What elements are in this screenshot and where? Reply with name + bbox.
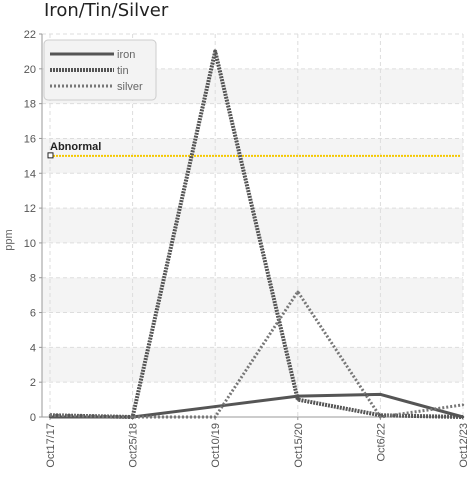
- data-point-silver: [379, 415, 382, 419]
- grid-band: [42, 208, 463, 243]
- x-tick-label: Oct15/20: [293, 423, 305, 468]
- data-point-tin: [214, 50, 217, 53]
- x-tick-labels: Oct17/17 Oct25/18 Oct10/19 Oct15/20 Oct6/22 O…: [45, 417, 470, 468]
- annotations: Abnormal: [47, 141, 460, 159]
- y-tick-label: 12: [24, 203, 36, 215]
- legend: iron tin silver: [43, 39, 157, 101]
- data-point-silver: [48, 414, 52, 417]
- data-point-silver: [214, 415, 217, 419]
- legend-label-tin: tin: [117, 65, 129, 77]
- x-tick-label: Oct17/17: [45, 423, 57, 468]
- x-tick-label: Oct10/19: [210, 423, 222, 468]
- data-point-iron: [379, 393, 382, 396]
- y-tick-label: 0: [30, 412, 36, 424]
- series-group: [48, 49, 465, 419]
- data-point-silver: [131, 415, 134, 419]
- y-tick-labels: 0 2 4 6 8 10 12 14 16 18 20 22: [24, 29, 42, 424]
- y-tick-label: 22: [24, 29, 36, 41]
- data-point-iron: [214, 405, 217, 408]
- series-line-silver: [49, 290, 464, 419]
- data-point-tin: [461, 415, 465, 419]
- legend-label-iron: iron: [117, 49, 135, 61]
- chart-title: Iron/Tin/Silver: [44, 0, 169, 21]
- y-tick-label: 10: [24, 238, 36, 250]
- abnormal-label: Abnormal: [50, 141, 101, 153]
- x-tick-label: Oct25/18: [128, 423, 140, 468]
- y-tick-label: 8: [30, 273, 36, 285]
- y-tick-label: 16: [24, 133, 36, 145]
- y-tick-label: 2: [30, 377, 36, 389]
- grid-band: [42, 277, 463, 313]
- x-tick-label: Oct12/23: [458, 423, 470, 468]
- y-tick-label: 6: [30, 308, 36, 320]
- data-point-tin: [296, 398, 299, 401]
- y-tick-label: 18: [24, 99, 36, 111]
- y-tick-label: 20: [24, 64, 36, 76]
- grid-band: [42, 347, 463, 383]
- abnormal-marker: [47, 152, 54, 159]
- data-point-silver: [296, 290, 299, 293]
- x-tick-label: Oct6/22: [375, 423, 387, 462]
- data-point-silver: [461, 403, 465, 407]
- legend-label-silver: silver: [117, 81, 143, 93]
- y-tick-label: 14: [24, 168, 36, 180]
- y-axis-label: ppm: [3, 229, 15, 250]
- series-line-tin: [49, 49, 464, 419]
- y-tick-label: 4: [30, 342, 36, 354]
